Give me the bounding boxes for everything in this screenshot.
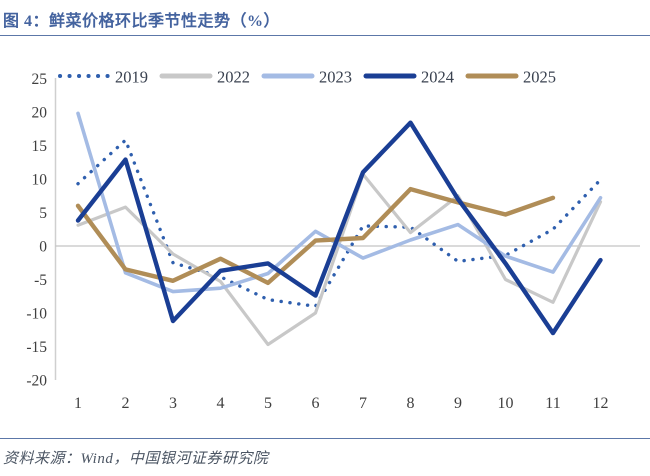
x-tick-label: 6 <box>312 395 320 412</box>
y-tick-label: -15 <box>26 339 47 356</box>
legend-label-2025: 2025 <box>523 68 556 87</box>
y-tick-label: 5 <box>39 205 47 222</box>
x-tick-label: 12 <box>593 395 609 412</box>
x-tick-label: 3 <box>169 395 177 412</box>
x-tick-label: 2 <box>122 395 130 412</box>
x-tick-label: 10 <box>498 395 514 412</box>
y-tick-label: 10 <box>32 172 48 189</box>
y-tick-label: -20 <box>26 373 47 390</box>
x-tick-label: 8 <box>407 395 415 412</box>
y-tick-label: 25 <box>32 71 48 88</box>
source-note: 资料来源：Wind，中国银河证券研究院 <box>3 451 269 467</box>
figure-title: 图 4：鲜菜价格环比季节性走势（%） <box>3 13 281 30</box>
legend-label-2024: 2024 <box>421 68 454 87</box>
y-tick-label: 15 <box>32 138 48 155</box>
x-tick-label: 9 <box>454 395 462 412</box>
footer-divider <box>0 438 650 439</box>
series-line-2025 <box>75 186 556 286</box>
legend-label-2022: 2022 <box>217 68 250 87</box>
y-tick-label: 0 <box>39 239 47 256</box>
legend-label-2023: 2023 <box>319 68 352 87</box>
x-tick-label: 5 <box>264 395 272 412</box>
x-tick-label: 4 <box>217 395 225 412</box>
x-tick-label: 1 <box>74 395 82 412</box>
legend-label-2019: 2019 <box>115 68 148 87</box>
x-tick-label: 7 <box>359 395 367 412</box>
series-line-2019 <box>76 138 603 308</box>
y-tick-label: -5 <box>34 272 47 289</box>
series-line-2024 <box>75 120 603 336</box>
title-divider <box>0 35 650 36</box>
x-tick-label: 11 <box>545 395 560 412</box>
y-tick-label: -10 <box>26 306 47 323</box>
y-tick-label: 20 <box>32 105 48 122</box>
